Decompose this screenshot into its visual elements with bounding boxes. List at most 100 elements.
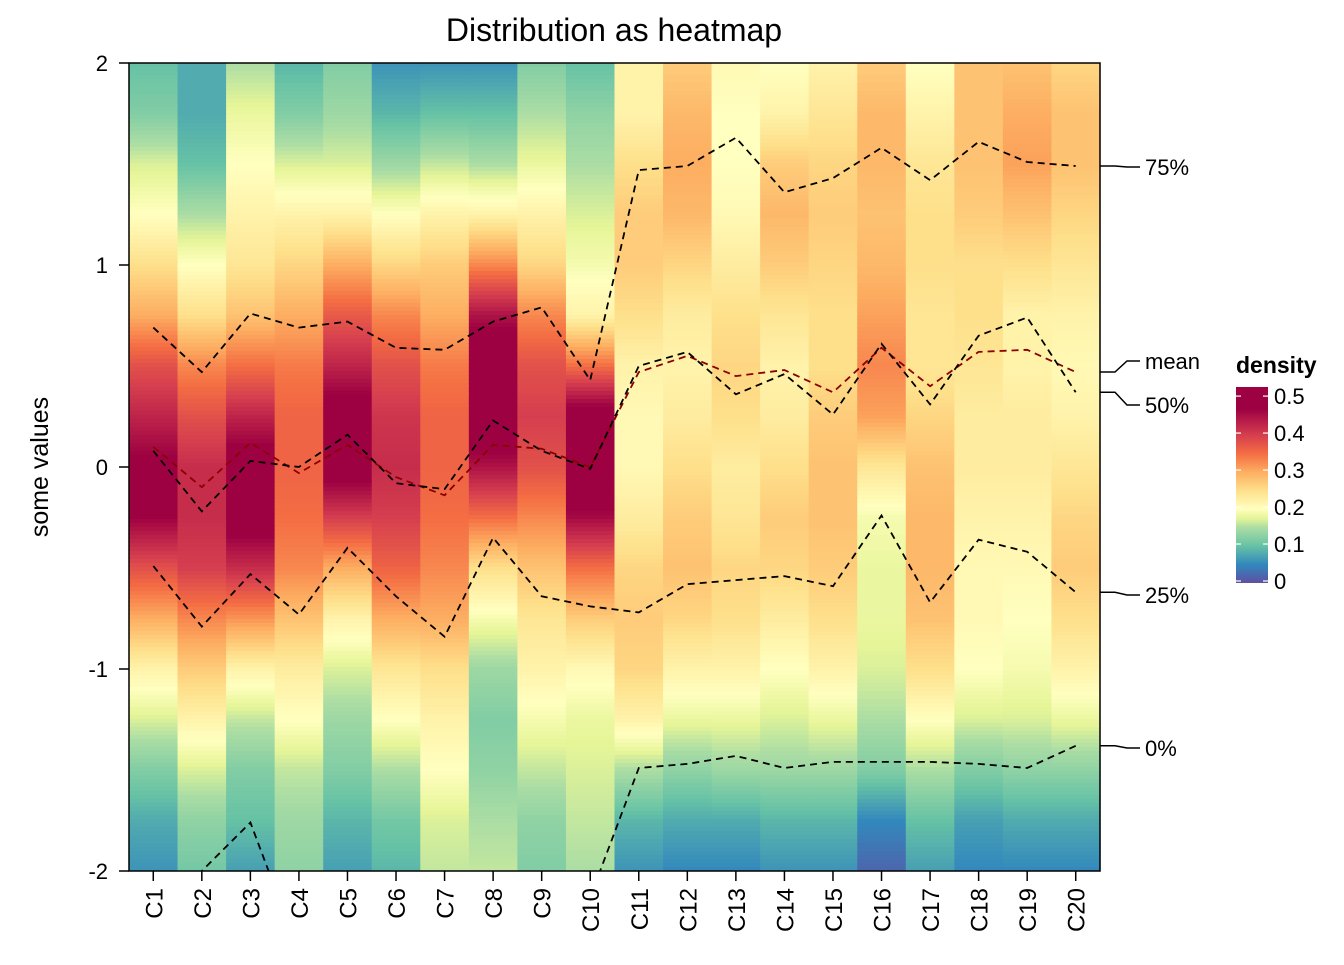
heat-cell	[565, 667, 616, 672]
heat-cell	[614, 295, 664, 300]
heat-cell	[177, 675, 227, 680]
heat-cell	[857, 783, 907, 788]
heat-cell	[808, 579, 858, 584]
heat-cell	[565, 71, 616, 76]
heat-cell	[614, 231, 664, 236]
heat-cell	[1002, 495, 1053, 500]
heat-cell	[420, 543, 470, 548]
heat-cell	[905, 571, 955, 576]
heat-cell	[371, 823, 421, 828]
heat-cell	[905, 747, 955, 752]
heat-cell	[1002, 535, 1053, 540]
heat-cell	[323, 135, 373, 140]
heat-cell	[1002, 603, 1053, 608]
heat-cell	[226, 507, 276, 512]
heat-cell	[857, 619, 907, 624]
heat-cell	[274, 495, 324, 500]
heat-cell	[323, 539, 373, 544]
heat-cell	[177, 639, 227, 644]
heat-cell	[420, 363, 470, 368]
heat-cell	[857, 231, 907, 236]
heat-cell	[760, 795, 810, 800]
heat-cell	[663, 115, 713, 120]
heat-cell	[614, 647, 664, 652]
heat-cell	[371, 715, 421, 720]
heat-cell	[468, 523, 518, 528]
heat-cell	[614, 699, 664, 704]
heat-cell	[420, 723, 470, 728]
heat-cell	[954, 795, 1004, 800]
heat-cell	[1002, 119, 1053, 124]
heat-cell	[954, 115, 1004, 120]
heat-cell	[226, 323, 276, 328]
heat-cell	[129, 395, 179, 400]
heat-cell	[614, 339, 664, 344]
heat-cell	[323, 99, 373, 104]
heat-cell	[371, 315, 421, 320]
heat-cell	[129, 415, 179, 420]
heat-cell	[420, 707, 470, 712]
heat-cell	[468, 67, 518, 72]
heat-cell	[760, 495, 810, 500]
heat-cell	[1002, 243, 1053, 248]
heat-cell	[468, 215, 518, 220]
heat-cell	[129, 79, 179, 84]
heat-cell	[614, 823, 664, 828]
heat-cell	[420, 383, 470, 388]
heat-cell	[808, 863, 858, 868]
heat-cell	[226, 595, 276, 600]
heat-cell	[420, 315, 470, 320]
heat-cell	[1051, 759, 1101, 764]
heat-cell	[274, 463, 324, 468]
heat-cell	[760, 591, 810, 596]
heat-cell	[1002, 627, 1053, 632]
heat-cell	[177, 787, 227, 792]
heat-cell	[1051, 287, 1101, 292]
heat-cell	[760, 463, 810, 468]
heat-cell	[857, 655, 907, 660]
heat-cell	[129, 179, 179, 184]
heat-cell	[711, 847, 761, 852]
heat-cell	[808, 327, 858, 332]
heat-cell	[1002, 99, 1053, 104]
heat-cell	[323, 283, 373, 288]
heat-cell	[565, 627, 616, 632]
heat-cell	[1051, 767, 1101, 772]
heat-cell	[565, 347, 616, 352]
heat-cell	[905, 331, 955, 336]
heat-cell	[468, 147, 518, 152]
heat-cell	[517, 571, 567, 576]
heat-cell	[129, 115, 179, 120]
heat-cell	[177, 767, 227, 772]
heat-cell	[808, 435, 858, 440]
heat-cell	[177, 827, 227, 832]
heat-cell	[905, 347, 955, 352]
heat-cell	[565, 495, 616, 500]
heat-cell	[371, 331, 421, 336]
heat-cell	[614, 731, 664, 736]
heat-cell	[954, 619, 1004, 624]
heat-cell	[760, 715, 810, 720]
heat-cell	[1051, 443, 1101, 448]
heat-cell	[905, 487, 955, 492]
heat-cell	[905, 787, 955, 792]
heat-cell	[129, 651, 179, 656]
heat-cell	[614, 479, 664, 484]
heat-cell	[760, 723, 810, 728]
heat-cell	[323, 583, 373, 588]
heat-cell	[177, 211, 227, 216]
heat-cell	[420, 799, 470, 804]
heat-cell	[420, 643, 470, 648]
heat-cell	[1051, 807, 1101, 812]
heat-cell	[857, 535, 907, 540]
heat-cell	[517, 807, 567, 812]
heat-cell	[1051, 151, 1101, 156]
heat-cell	[371, 287, 421, 292]
heat-cell	[468, 719, 518, 724]
heat-cell	[468, 287, 518, 292]
heat-cell	[808, 663, 858, 668]
heat-cell	[371, 343, 421, 348]
heat-cell	[857, 459, 907, 464]
heat-cell	[1002, 259, 1053, 264]
heat-cell	[663, 795, 713, 800]
